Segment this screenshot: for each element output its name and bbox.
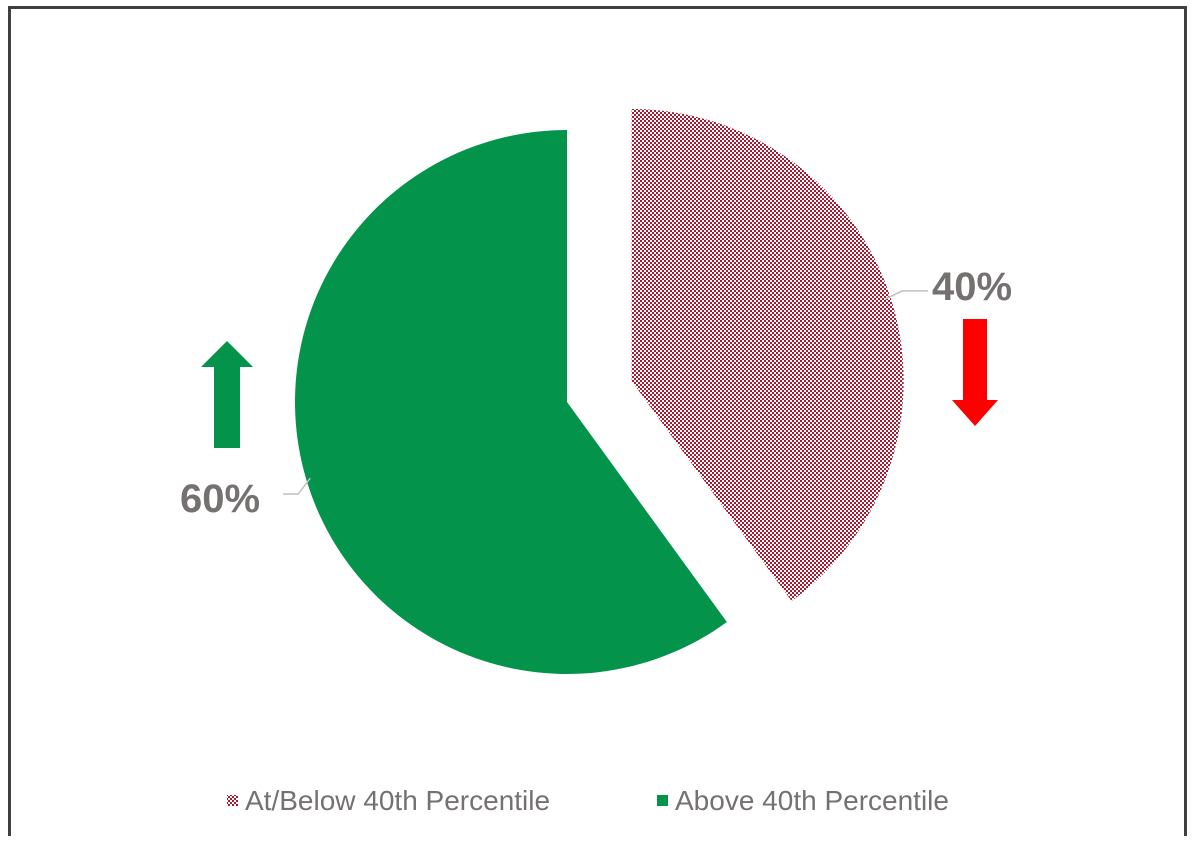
data-label-at-below: 40% <box>932 265 1012 309</box>
pie-slice-at-below-40th <box>631 108 904 602</box>
legend-swatch-at-below <box>227 795 238 806</box>
down-arrow-icon <box>952 319 998 426</box>
leader-line-above <box>283 477 311 495</box>
legend-swatch-above <box>657 795 668 806</box>
up-arrow-icon <box>201 341 253 448</box>
legend-label-above: Above 40th Percentile <box>675 785 949 816</box>
legend-label-at-below: At/Below 40th Percentile <box>245 785 550 816</box>
chart-frame <box>8 6 1187 836</box>
data-label-above: 60% <box>180 477 260 521</box>
legend: At/Below 40th Percentile Above 40th Perc… <box>227 785 949 816</box>
leader-line-at-below <box>885 290 928 300</box>
pie-slice-above-40th <box>295 130 727 674</box>
